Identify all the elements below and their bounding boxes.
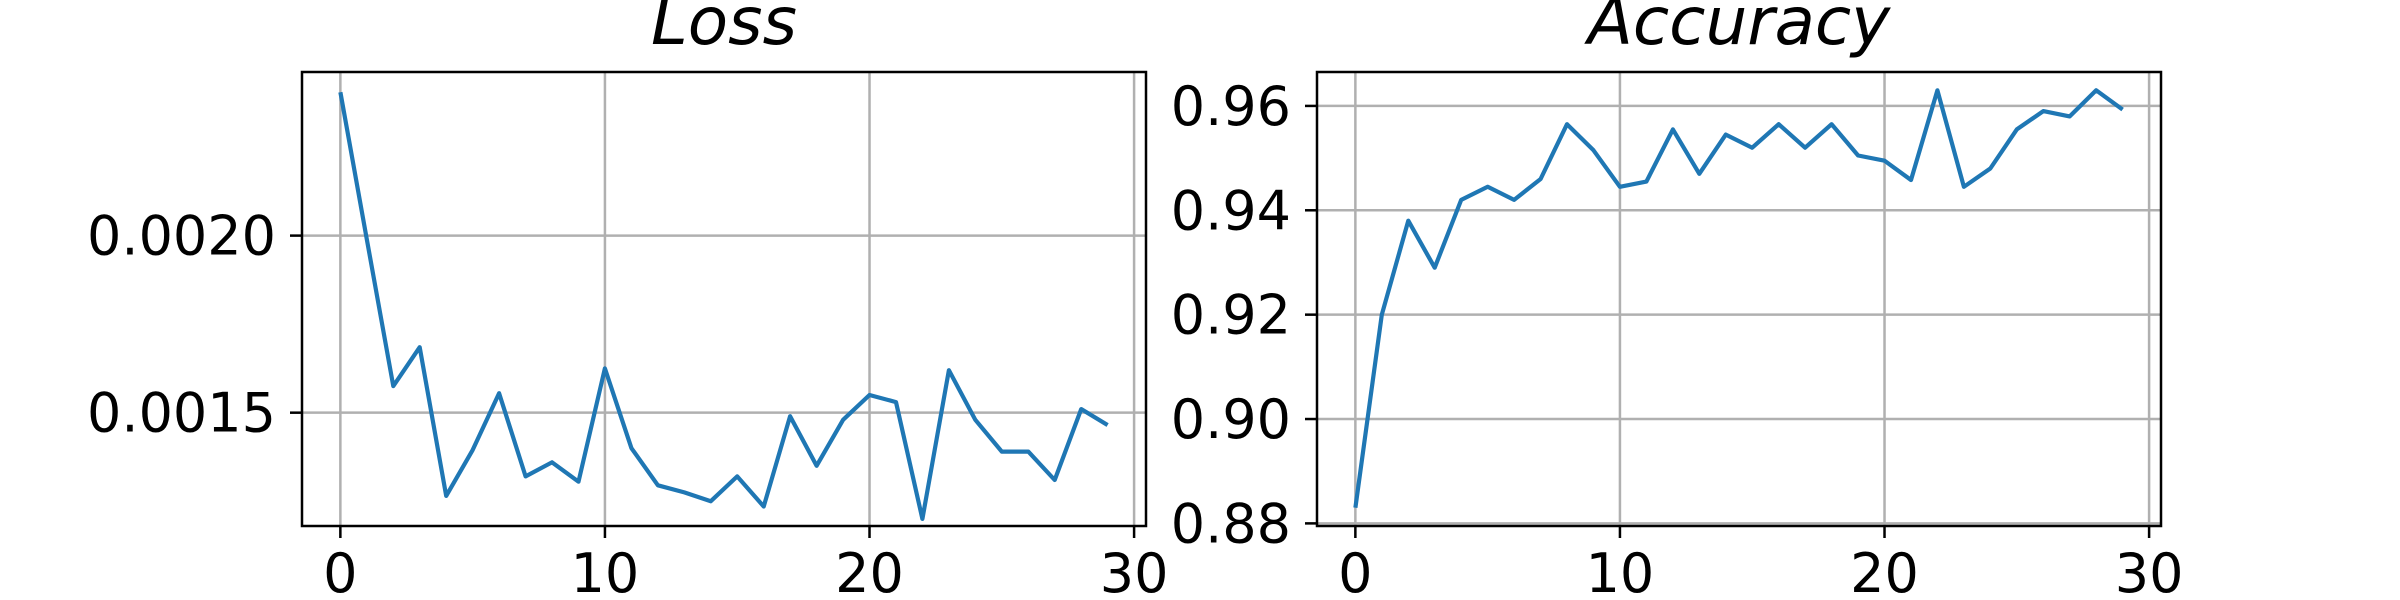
loss-x-tick-label-3: 30 [1100,542,1169,600]
loss-axes-frame [300,70,1148,528]
loss-chart-title: Loss [651,0,797,60]
accuracy-y-tick-label-3: 0.94 [1171,179,1291,242]
accuracy-series-line [1353,88,2124,508]
loss-y-tick-label-1: 0.0020 [87,205,276,268]
accuracy-x-tick-label-2: 20 [1850,542,1919,600]
loss-x-tick-label-0: 0 [323,542,357,600]
accuracy-x-tick-label-3: 30 [2115,542,2184,600]
accuracy-axes-frame [1315,70,2163,528]
accuracy-chart-title: Accuracy [1584,0,1891,60]
accuracy-x-tick-label-0: 0 [1338,542,1372,600]
accuracy-y-tick-label-2: 0.92 [1171,284,1291,347]
loss-x-tick-label-1: 10 [571,542,640,600]
loss-series-line [338,91,1109,522]
accuracy-x-tick-label-1: 10 [1586,542,1655,600]
accuracy-y-tick-label-1: 0.90 [1171,388,1291,451]
loss-chart: 0 10 20 30 0.0015 0.0020 Loss [87,0,1168,600]
accuracy-y-tick-label-0: 0.88 [1171,492,1291,555]
loss-x-tick-label-2: 20 [835,542,904,600]
loss-y-tick-label-0: 0.0015 [87,382,276,445]
accuracy-y-tick-label-4: 0.96 [1171,75,1291,138]
accuracy-chart: 0 10 20 30 0.88 0.90 0.92 0.94 0.96 Accuracy [1171,0,2184,600]
